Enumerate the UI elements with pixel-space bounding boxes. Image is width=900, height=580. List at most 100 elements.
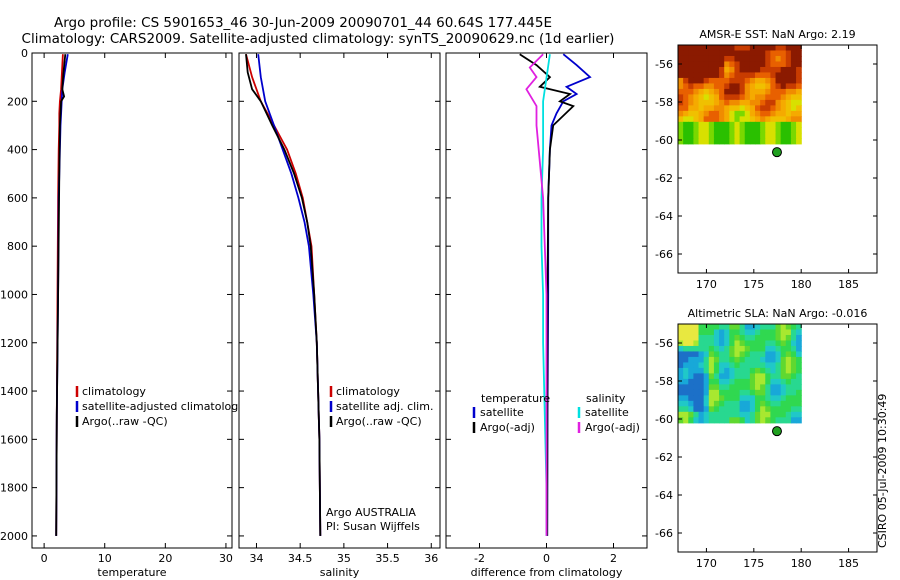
- sla_map-cell: [698, 351, 705, 358]
- sst_map-cell: [683, 94, 689, 101]
- sst_map-cell: [724, 94, 730, 101]
- sla_map-cell: [729, 411, 736, 418]
- sla_map-cell: [754, 389, 761, 396]
- sst_map-cell: [775, 110, 782, 117]
- sla_map-cell: [698, 324, 705, 331]
- sla_map-cell: [749, 329, 756, 336]
- sst_map-cell: [729, 66, 736, 74]
- sla_map-cell: [775, 400, 782, 407]
- sla_map-cell: [770, 324, 777, 331]
- sst_map-cell: [683, 45, 689, 52]
- sla_map-cell: [713, 406, 720, 413]
- sla_map-cell: [785, 367, 792, 374]
- sst_map-cell: [770, 88, 777, 95]
- sla_map-cell: [693, 378, 700, 385]
- sla_map-cell: [790, 345, 797, 353]
- sst_map-cell: [678, 61, 684, 68]
- sst_map-cell: [796, 132, 802, 139]
- sst_map-cell: [790, 50, 797, 57]
- sst_map-cell: [754, 45, 761, 52]
- sst_map-cell: [688, 88, 694, 95]
- sla_map-cell: [698, 400, 705, 407]
- sla_map-cell: [785, 406, 792, 413]
- temperature-xtick-label: 0: [41, 552, 48, 565]
- temperature-ytick-label: 600: [7, 192, 28, 205]
- sla_map-cell: [749, 345, 756, 353]
- sla_map-cell: [708, 406, 715, 413]
- sla_map-cell: [708, 324, 715, 331]
- sla_map-cell: [765, 411, 771, 418]
- sla_map-cell: [775, 356, 782, 364]
- sst_map-cell: [708, 94, 715, 101]
- sst_map-ytick-label: -60: [655, 134, 673, 147]
- sst_map-cell: [780, 50, 787, 57]
- sla_map-cell: [780, 324, 787, 331]
- sst_map-cell: [719, 72, 725, 79]
- sst_map-cell: [739, 132, 746, 139]
- sst_map-cell: [744, 94, 751, 101]
- sst_map-cell: [724, 127, 730, 134]
- sst_map-cell: [678, 99, 684, 106]
- sst_map-cell: [724, 45, 730, 52]
- sla_map-cell: [708, 345, 715, 353]
- sst_map-cell: [749, 88, 756, 95]
- sla_map-cell: [693, 411, 700, 418]
- sla_map-ytick-label: -66: [655, 527, 673, 540]
- sla_map-cell: [688, 378, 694, 385]
- sla_map-cell: [749, 356, 756, 364]
- sst_map-cell: [708, 50, 715, 57]
- sst_map-cell: [770, 127, 777, 134]
- sla_map-cell: [719, 340, 725, 347]
- sst_map-cell: [688, 105, 694, 112]
- sla_map-cell: [739, 395, 746, 402]
- sst_map-cell: [796, 77, 802, 85]
- sst_map-cell: [780, 66, 787, 74]
- sla_map-cell: [796, 406, 802, 413]
- sla_map-cell: [719, 345, 725, 353]
- sst_map-cell: [760, 105, 766, 112]
- sst_map-cell: [713, 110, 720, 117]
- sst_map-cell: [713, 138, 720, 145]
- sla_map-cell: [703, 373, 710, 380]
- sst_map-cell: [719, 94, 725, 101]
- sla_map-cell: [770, 345, 777, 353]
- sla_map-cell: [744, 345, 751, 353]
- sla_map-cell: [729, 329, 736, 336]
- sst_map-cell: [780, 99, 787, 106]
- sla_map-cell: [724, 384, 730, 391]
- sst_map-cell: [760, 61, 766, 68]
- sla_map-cell: [734, 329, 741, 336]
- difference-legend-label: satellite: [480, 406, 524, 419]
- sst_map-cell: [678, 105, 684, 112]
- sla_map-cell: [703, 345, 710, 353]
- sst_map-cell: [765, 45, 771, 52]
- sla_map-cell: [719, 400, 725, 407]
- sst_map-cell: [780, 121, 787, 128]
- sla_map-cell: [688, 351, 694, 358]
- sla_map-cell: [719, 395, 725, 402]
- sst_map-cell: [770, 99, 777, 106]
- sst_map-cell: [770, 77, 777, 85]
- temperature-ytick-label: 800: [7, 240, 28, 253]
- sst_map-cell: [790, 127, 797, 134]
- sst_map-cell: [698, 61, 705, 68]
- sst_map-cell: [796, 45, 802, 52]
- sla_map-cell: [734, 417, 741, 424]
- sla_map-cell: [765, 417, 771, 424]
- sla_map-cell: [703, 356, 710, 364]
- sla_map-cell: [678, 340, 684, 347]
- sla_map-cell: [708, 373, 715, 380]
- sst_map-cell: [708, 132, 715, 139]
- sla_map-cell: [693, 329, 700, 336]
- sla_map-cell: [688, 389, 694, 396]
- sst_map-cell: [708, 88, 715, 95]
- sla_map-cell: [790, 329, 797, 336]
- sla_map-cell: [780, 367, 787, 374]
- sst_map-cell: [765, 83, 771, 90]
- sla_map-cell: [770, 400, 777, 407]
- sla_map-cell: [780, 351, 787, 358]
- sst_map-cell: [780, 88, 787, 95]
- sla_map-cell: [688, 362, 694, 369]
- sst_map-cell: [785, 127, 792, 134]
- sla_map-cell: [754, 400, 761, 407]
